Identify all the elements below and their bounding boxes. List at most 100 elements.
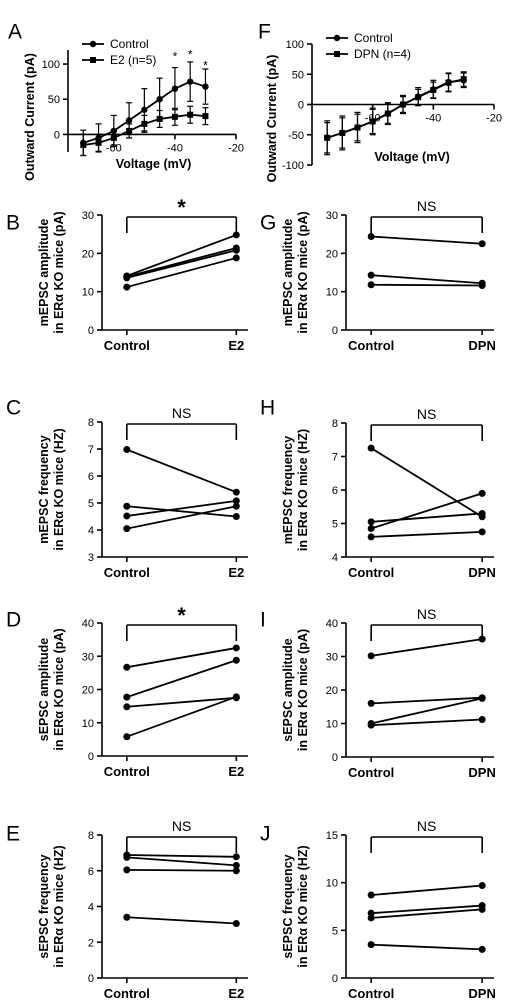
panel-c-point-control (123, 512, 131, 520)
panel-a-series-1-point (156, 115, 163, 122)
panel-d-y-tick-label: 20 (82, 685, 94, 697)
panel-e-y-axis-label-line2: in ERα KO mice (HZ) (52, 845, 66, 967)
panel-h-pair-line (370, 447, 483, 518)
panel-e-point-treatment (232, 853, 240, 861)
panel-c-pair-line (126, 505, 237, 518)
panel-h-point-treatment (478, 489, 486, 497)
panel-e-pair-line (126, 868, 237, 872)
panel-a-series-1-point (187, 111, 194, 118)
panel-b-y-tick-label: 30 (82, 210, 94, 222)
panel-d-pair-line (126, 695, 237, 738)
panel-h-pair-line (370, 492, 483, 530)
panel-f-series-1-point (400, 101, 406, 108)
panel-a-x-axis-label: Voltage (mV) (116, 157, 191, 171)
panel-j-x-category-label: Control (348, 986, 394, 1001)
panel-h-point-control (367, 525, 375, 533)
panel-c-point-control (123, 525, 131, 533)
panel-i-y-tick-label: 10 (326, 719, 338, 731)
panel-a-series-1-point (202, 113, 209, 120)
panel-f-legend-marker-1 (334, 51, 340, 57)
panel-j-point-treatment (478, 945, 486, 953)
panel-b-point-treatment (232, 231, 240, 239)
panel-a-series-1-point (110, 134, 117, 141)
panel-e-point-control (123, 913, 131, 921)
panel-d-point-control (123, 693, 131, 701)
panel-e-y-tick-label: 2 (88, 937, 94, 949)
panel-e-y-tick-label: 0 (88, 973, 94, 985)
panel-f-series-1-point (324, 134, 331, 141)
panel-a-series-0-point (141, 106, 148, 113)
panel-c-significance: NS (172, 405, 191, 421)
panel-c-y-tick-label: 6 (88, 471, 94, 483)
panel-i-y-tick-label: 0 (332, 752, 338, 764)
panel-f-legend-label-0: Control (354, 31, 393, 45)
panel-c-x-category-label: Control (104, 565, 150, 580)
panel-c-y-tick-label: 3 (88, 552, 94, 564)
panel-j-point-control (367, 891, 375, 899)
panel-j-point-control (367, 909, 375, 917)
panel-c-y-tick-label: 4 (88, 525, 94, 537)
panel-g-y-axis-label-line1: mEPSC amplitude (281, 219, 295, 327)
panel-g-pair-line (371, 235, 483, 245)
panel-d-point-treatment (232, 656, 240, 664)
panel-b-point-control (123, 272, 131, 280)
panel-b-pair-line (126, 247, 237, 278)
panel-a-y-tick-label: 100 (42, 59, 60, 71)
panel-g-significance: NS (417, 198, 436, 214)
panel-j-label: J (260, 822, 271, 845)
panel-f-series-1-point (430, 86, 437, 93)
panel-d-x-category-label: E2 (228, 764, 244, 779)
panel-c-point-treatment (232, 502, 240, 510)
panel-f-y-tick-label: 50 (292, 69, 304, 81)
panel-a-y-tick-label: 50 (48, 94, 60, 106)
panel-j-pair-line (371, 884, 483, 896)
panel-a-legend-label-0: Control (110, 37, 149, 51)
panel-g-label: G (260, 211, 276, 234)
panel-a-series-0-point (186, 78, 194, 85)
panel-h-point-control (367, 533, 375, 541)
panel-h-y-tick-label: 8 (332, 418, 338, 430)
panel-a-annotation-1: * (188, 47, 193, 61)
panel-f-series-1-line (326, 78, 464, 139)
panel-e-point-treatment (232, 867, 240, 875)
panel-f-x-axis-label: Voltage (mV) (374, 150, 449, 164)
panel-f-series-1-point (415, 94, 422, 101)
panel-i-significance: NS (417, 606, 436, 622)
panel-d-y-axis-label-line2: in ERα KO mice (pA) (52, 628, 66, 750)
panel-h-x-category-label: Control (348, 565, 394, 580)
panel-f-series-1-point (445, 79, 452, 86)
panel-i-y-axis-label-line1: sEPSC amplitude (281, 638, 295, 742)
panel-f-series-1-point (339, 129, 346, 136)
panel-j-y-tick-label: 5 (332, 925, 338, 937)
panel-d-point-treatment (232, 644, 240, 652)
panel-g-point-control (367, 271, 375, 279)
panel-d-pair-line (126, 696, 237, 708)
panel-g-point-treatment (478, 240, 486, 248)
panel-a-annotation-0: * (173, 50, 178, 64)
panel-e-point-treatment (232, 919, 240, 927)
panel-h-y-tick-label: 6 (332, 485, 338, 497)
panel-a-series-0-point (156, 96, 163, 103)
panel-j-point-control (367, 941, 375, 949)
panel-g-point-control (367, 281, 375, 289)
panel-a-legend-label-1: E2 (n=5) (110, 53, 156, 67)
panel-f-legend-label-1: DPN (n=4) (354, 47, 411, 61)
panel-h-x-category-label: DPN (468, 565, 495, 580)
panel-a-series-1-point (171, 113, 178, 120)
panel-i-pair-line (371, 718, 483, 727)
panel-j-x-category-label: DPN (468, 986, 495, 1001)
panel-i-y-tick-label: 30 (326, 652, 338, 664)
panel-a-legend-marker-1 (90, 57, 96, 63)
panel-d-point-control (123, 733, 131, 741)
panel-c-y-axis-label-line1: mEPSC frequency (37, 435, 51, 543)
panel-d-point-control (123, 663, 131, 671)
panel-a-series-0-point (125, 117, 133, 124)
panel-j-y-axis-label-line2: in ERα KO mice (HZ) (296, 845, 310, 967)
panel-b-x-category-label: E2 (228, 338, 244, 353)
panel-c-pair-line (126, 499, 237, 517)
panel-e-point-control (123, 866, 131, 874)
panel-a-series-0-point (202, 83, 209, 90)
panel-d-y-tick-label: 30 (82, 651, 94, 663)
panel-g-y-axis-label-line2: in ERα KO mice (pA) (296, 211, 310, 333)
